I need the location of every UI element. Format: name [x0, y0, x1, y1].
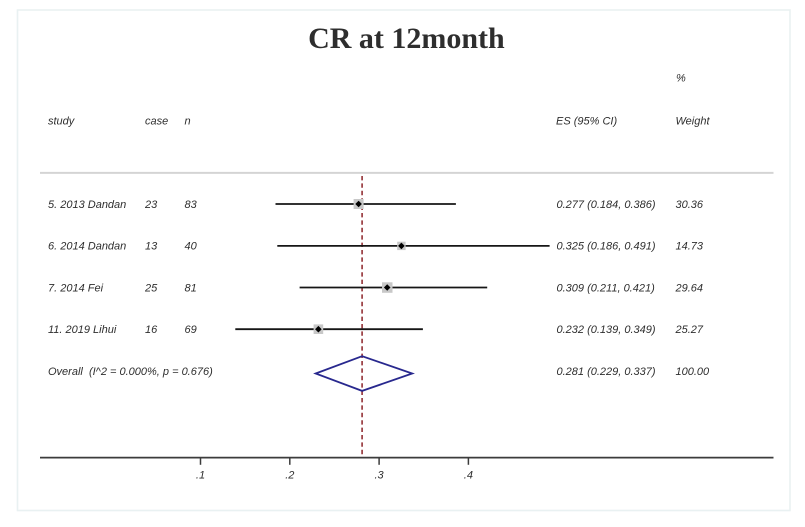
svg-text:Overall (I^2 = 0.000%, p = 0.: Overall (I^2 = 0.000%, p = 0.676)	[48, 366, 213, 378]
svg-text:0.281 (0.229, 0.337): 0.281 (0.229, 0.337)	[557, 366, 656, 378]
svg-text:ES (95% CI): ES (95% CI)	[556, 116, 617, 128]
svg-text:.3: .3	[375, 469, 385, 481]
svg-text:81: 81	[185, 282, 197, 294]
svg-text:7. 2014 Fei: 7. 2014 Fei	[48, 282, 104, 294]
svg-text:.2: .2	[285, 469, 294, 481]
svg-text:23: 23	[144, 199, 158, 211]
svg-text:83: 83	[185, 199, 198, 211]
svg-text:13: 13	[145, 241, 158, 253]
svg-text:0.325 (0.186, 0.491): 0.325 (0.186, 0.491)	[557, 241, 656, 253]
svg-text:16: 16	[145, 324, 158, 336]
svg-text:29.64: 29.64	[675, 282, 704, 294]
svg-text:14.73: 14.73	[676, 241, 704, 253]
svg-text:25.27: 25.27	[675, 324, 704, 336]
svg-text:30.36: 30.36	[676, 199, 704, 211]
svg-text:69: 69	[185, 324, 197, 336]
svg-text:.1: .1	[196, 469, 205, 481]
svg-text:40: 40	[185, 241, 198, 253]
svg-text:case: case	[145, 116, 168, 128]
svg-text:5. 2013 Dandan: 5. 2013 Dandan	[48, 199, 126, 211]
svg-text:25: 25	[144, 282, 158, 294]
svg-text:.4: .4	[464, 469, 473, 481]
svg-text:100.00: 100.00	[676, 366, 711, 378]
svg-text:Weight: Weight	[676, 116, 711, 128]
svg-text:%: %	[676, 73, 686, 85]
svg-text:11. 2019 Lihui: 11. 2019 Lihui	[48, 324, 117, 336]
svg-text:n: n	[185, 116, 191, 128]
svg-text:0.277 (0.184, 0.386): 0.277 (0.184, 0.386)	[557, 199, 656, 211]
svg-text:6. 2014 Dandan: 6. 2014 Dandan	[48, 241, 126, 253]
svg-text:0.309 (0.211, 0.421): 0.309 (0.211, 0.421)	[557, 282, 656, 294]
svg-text:0.232 (0.139, 0.349): 0.232 (0.139, 0.349)	[557, 324, 656, 336]
svg-text:study: study	[48, 116, 76, 128]
svg-text:CR at 12month: CR at 12month	[308, 22, 505, 55]
